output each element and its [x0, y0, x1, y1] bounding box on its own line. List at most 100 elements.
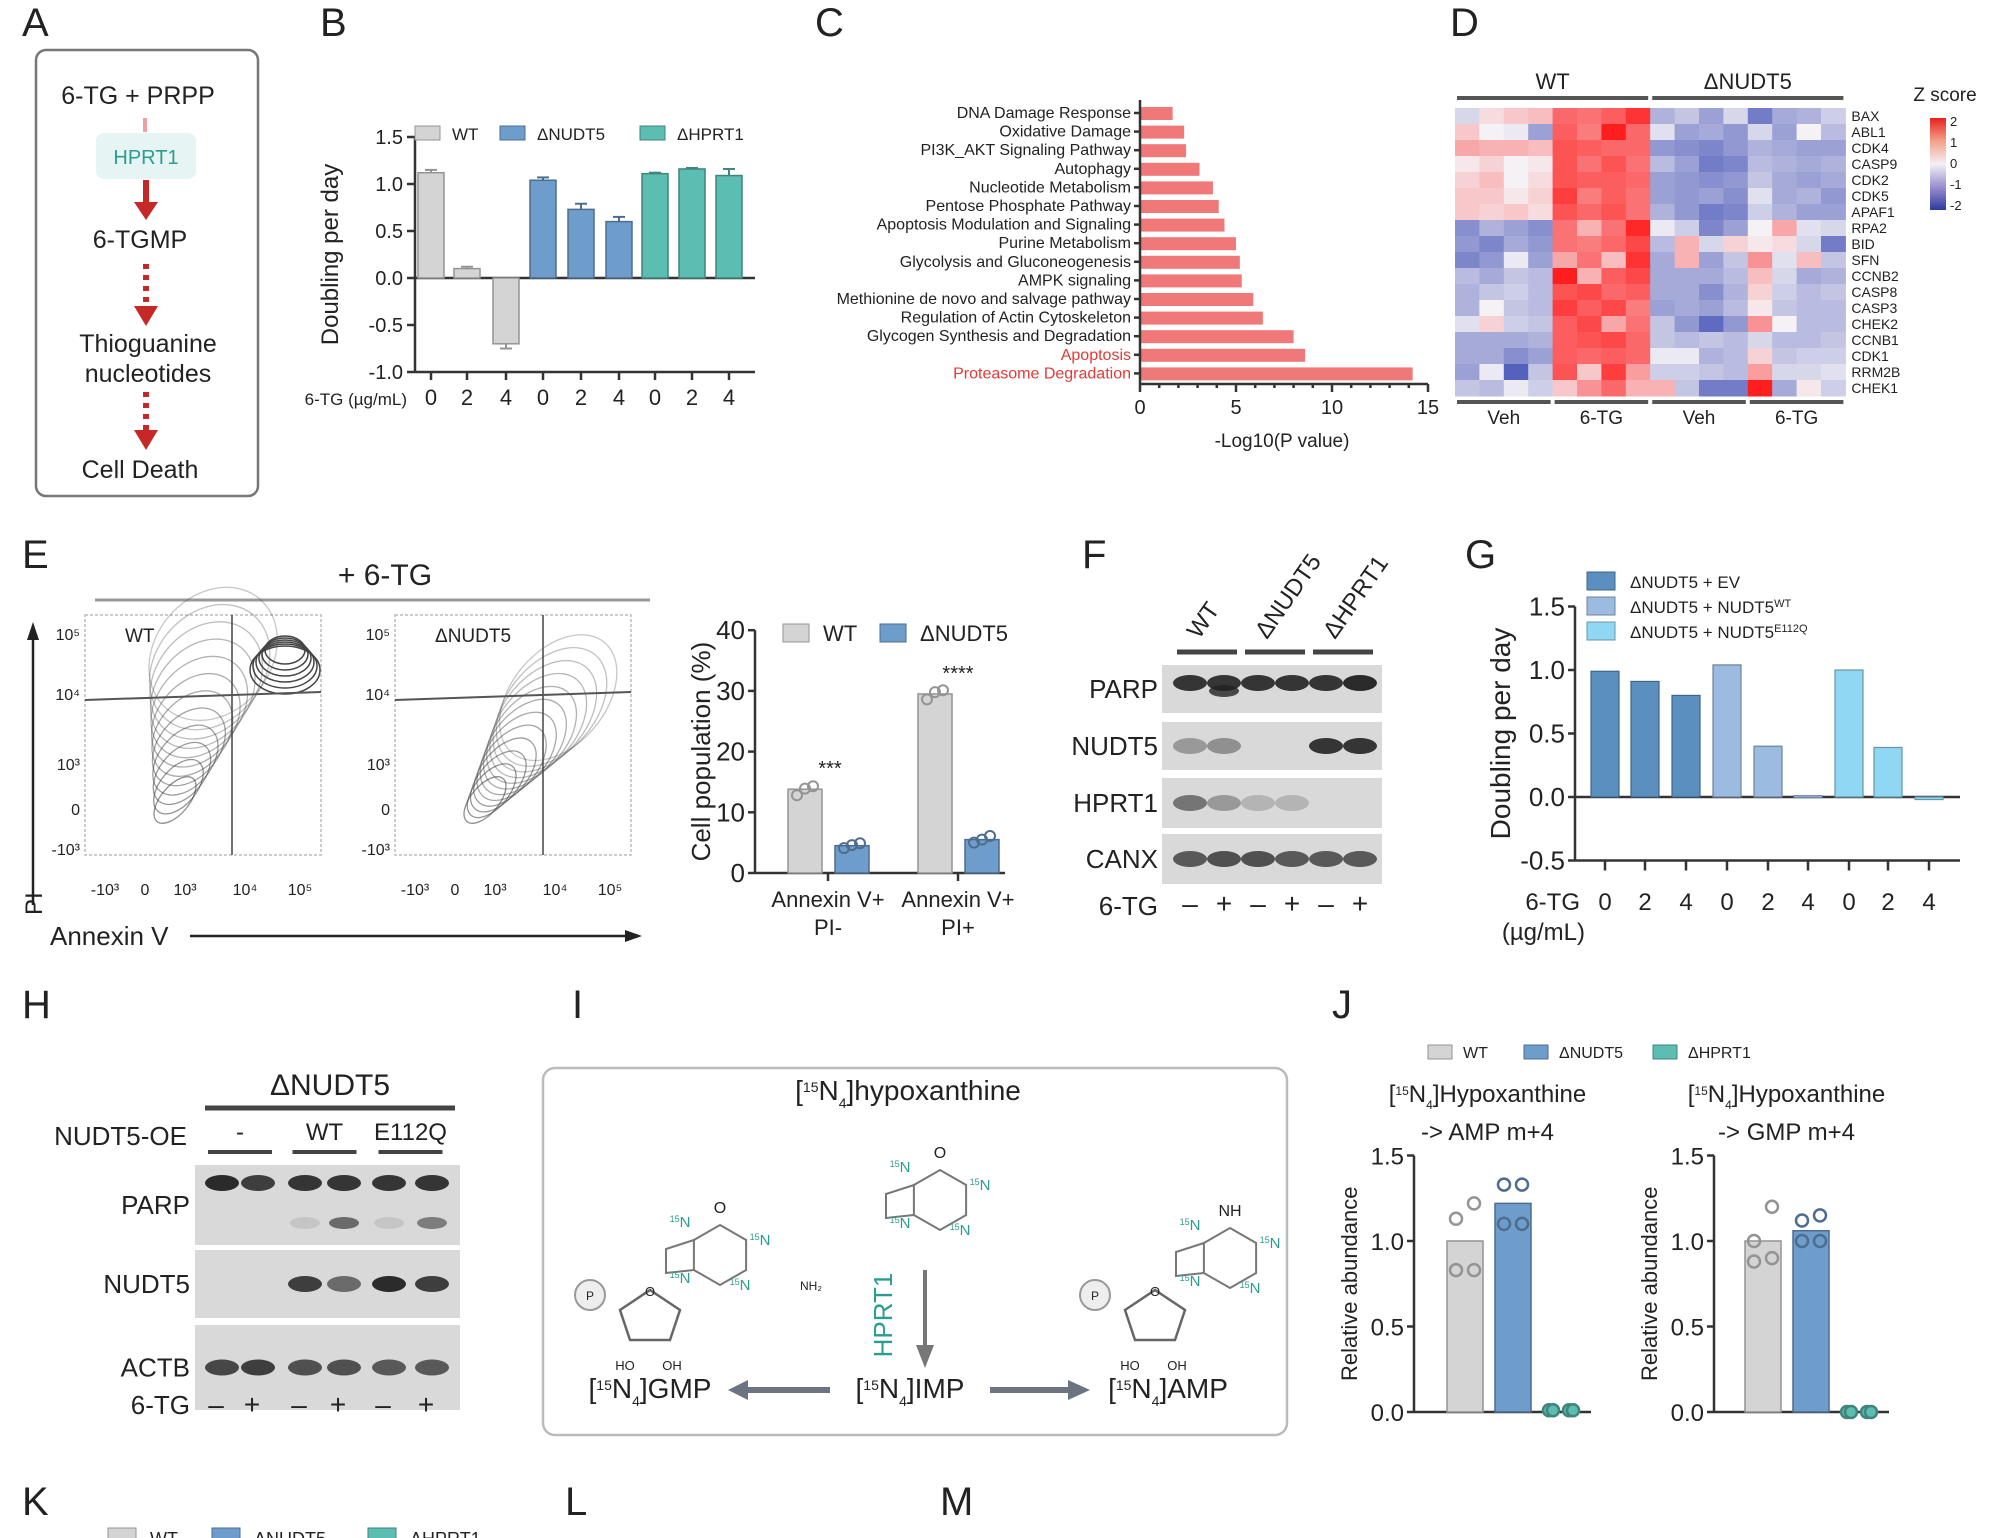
heatmap-cell	[1528, 380, 1554, 397]
isotope-mass: 15	[1260, 1235, 1270, 1245]
data-point	[1565, 1403, 1581, 1418]
contour	[482, 698, 568, 790]
heatmap-cell	[1723, 236, 1749, 253]
blot-band	[205, 1175, 239, 1191]
condition-label: Veh	[1683, 408, 1716, 429]
y-tick-label: 10	[716, 797, 745, 827]
bar	[1744, 1240, 1782, 1413]
heatmap-cell	[1772, 172, 1798, 189]
heatmap-cell	[1552, 284, 1578, 301]
heatmap-cell	[1552, 108, 1578, 125]
heatmap-cell	[1479, 156, 1505, 173]
panel-label-i: I	[572, 983, 583, 1027]
panel-label-e: E	[22, 533, 49, 577]
heatmap-cell	[1674, 124, 1700, 141]
isotope-count: 4	[839, 1095, 847, 1111]
blot-band	[1309, 738, 1343, 754]
heatmap-cell	[1479, 252, 1505, 269]
step-6tg-prpp: 6-TG + PRPP	[61, 82, 215, 110]
heatmap-cell	[1796, 156, 1822, 173]
isotope-mass: 15	[670, 1270, 680, 1280]
contour	[149, 621, 264, 740]
panel-label-d: D	[1450, 1, 1479, 45]
heatmap-cell	[1455, 156, 1480, 173]
heatmap-cell	[1601, 252, 1627, 269]
blot-row-label: ACTB	[121, 1353, 190, 1383]
x-tick-label: 15	[1417, 397, 1439, 419]
treatment-sign: –	[1182, 888, 1198, 919]
heatmap-cell	[1699, 332, 1724, 349]
row-label: APAF1	[1851, 204, 1895, 220]
flow-x-tick: 0	[451, 882, 460, 899]
y-tick-label: 0.0	[1529, 782, 1565, 812]
heatmap-cell	[1723, 140, 1749, 157]
isotope-mass: 15	[970, 1177, 980, 1187]
contour	[498, 634, 618, 762]
x-tick-label: 4	[1679, 889, 1692, 916]
heatmap-cell	[1772, 252, 1798, 269]
arrow-left-icon	[728, 1380, 748, 1400]
isotope-element: N	[1708, 1081, 1725, 1108]
heatmap-cell	[1455, 220, 1480, 237]
heatmap-cell	[1674, 252, 1700, 269]
heatmap-cell	[1674, 268, 1700, 285]
phosphate-icon	[1079, 1279, 1111, 1311]
heatmap-cell	[1747, 268, 1773, 285]
heatmap-cell	[1552, 204, 1578, 221]
heatmap-cell	[1625, 364, 1651, 381]
heatmap-cell	[1503, 364, 1529, 381]
data-point	[921, 693, 933, 706]
category-label: Apoptosis Modulation and Signaling	[877, 217, 1131, 234]
heatmap-cell	[1821, 252, 1846, 269]
heatmap-cell	[1625, 172, 1651, 189]
y-tick-label: 0.0	[375, 268, 403, 290]
heatmap-cell	[1772, 140, 1798, 157]
imidazole-ring	[1175, 1242, 1205, 1278]
flow-y-tick: 10⁴	[55, 687, 80, 704]
heatmap-cell	[1821, 364, 1846, 381]
x-tick-label: PI-	[814, 915, 842, 940]
category-label: Pentose Phosphate Pathway	[926, 198, 1131, 215]
data-point	[1843, 1404, 1859, 1420]
heatmap-cell	[1674, 108, 1700, 125]
category-label: Nucleotide Metabolism	[969, 179, 1131, 196]
heatmap-cell	[1601, 300, 1627, 317]
legend-label: WT	[823, 621, 857, 646]
heatmap-cell	[1772, 364, 1798, 381]
heatmap-cell	[1796, 268, 1822, 285]
isotope-count: 4	[1152, 1393, 1160, 1409]
heatmap-cell	[1747, 140, 1773, 157]
isotope-mass: 15	[803, 1079, 819, 1095]
legend-swatch	[107, 1527, 137, 1538]
nitrogen-symbol: N	[740, 1277, 751, 1294]
heatmap-cell	[1650, 188, 1676, 205]
category-label: Purine Metabolism	[999, 235, 1132, 252]
contour	[152, 724, 219, 796]
heatmap-cell	[1821, 300, 1846, 317]
contour	[153, 758, 204, 815]
heatmap-cell	[1699, 380, 1724, 397]
flow-plot-title: WT	[125, 626, 155, 647]
bar	[1140, 162, 1200, 176]
heatmap-cell	[1723, 252, 1749, 269]
condition-label: Veh	[1487, 408, 1520, 429]
heatmap-cell	[1674, 236, 1700, 253]
flow-y-axis-label: PI	[21, 892, 48, 915]
bar	[1712, 664, 1742, 798]
row-label: RRM2B	[1851, 364, 1900, 380]
heatmap-cell	[1552, 252, 1578, 269]
heatmap-cell	[1723, 172, 1749, 189]
bar	[605, 220, 633, 279]
blot-band	[1343, 738, 1377, 754]
heatmap-cell	[1528, 284, 1554, 301]
heatmap-cell	[1552, 268, 1578, 285]
row-label: CDK5	[1851, 188, 1889, 204]
data-point	[1496, 1177, 1512, 1192]
heatmap-cell	[1455, 284, 1480, 301]
heatmap-cell	[1601, 188, 1627, 205]
heatmap-cell	[1528, 108, 1554, 125]
blot-band	[288, 1276, 322, 1292]
panel-label-m: M	[940, 1480, 973, 1524]
heatmap-cell	[1503, 124, 1529, 141]
blot-band	[1173, 738, 1207, 754]
